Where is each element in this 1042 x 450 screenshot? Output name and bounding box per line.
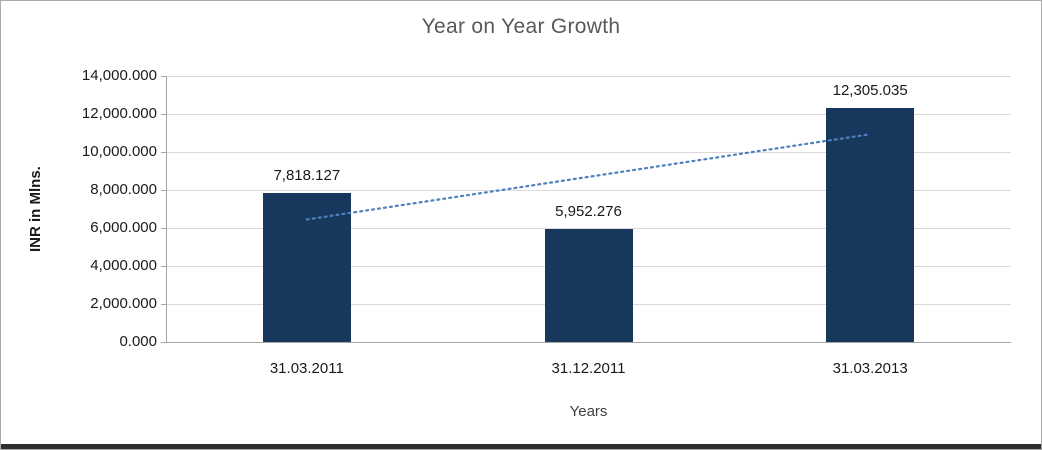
y-axis-tick: [161, 304, 166, 305]
bar-data-label: 5,952.276: [555, 202, 622, 220]
y-tick-label: 8,000.000: [90, 181, 157, 198]
y-axis-tick: [161, 152, 166, 153]
bar-data-label: 12,305.035: [832, 82, 908, 100]
y-axis-tick: [161, 342, 166, 343]
window-bottom-edge: [1, 444, 1041, 449]
y-axis-tick: [161, 76, 166, 77]
x-axis-line: [166, 342, 1011, 343]
y-tick-label: 6,000.000: [90, 219, 157, 236]
y-tick-label: 4,000.000: [90, 257, 157, 274]
gridline: [166, 228, 1011, 229]
bar: [262, 193, 351, 342]
x-category-label: 31.12.2011: [551, 360, 626, 377]
bar: [826, 108, 915, 342]
gridline: [166, 76, 1011, 77]
x-category-label: 31.03.2013: [832, 360, 908, 377]
bar-data-label: 7,818.127: [273, 167, 341, 185]
y-tick-label: 10,000.000: [81, 143, 157, 160]
x-category-label: 31.03.2011: [269, 360, 344, 377]
y-tick-label: 14,000.000: [81, 67, 157, 84]
y-axis-tick: [161, 228, 166, 229]
y-axis-tick: [161, 114, 166, 115]
chart-title: Year on Year Growth: [421, 15, 621, 38]
y-tick-label: 2,000.000: [90, 295, 157, 312]
y-axis-tick: [161, 266, 166, 267]
y-tick-label: 0.000: [119, 333, 157, 350]
y-tick-label: 12,000.000: [81, 105, 157, 122]
y-axis-line: [166, 76, 167, 343]
x-axis-title: Years: [569, 403, 608, 420]
bar: [544, 228, 633, 342]
gridline: [166, 114, 1011, 115]
y-axis-tick: [161, 190, 166, 191]
